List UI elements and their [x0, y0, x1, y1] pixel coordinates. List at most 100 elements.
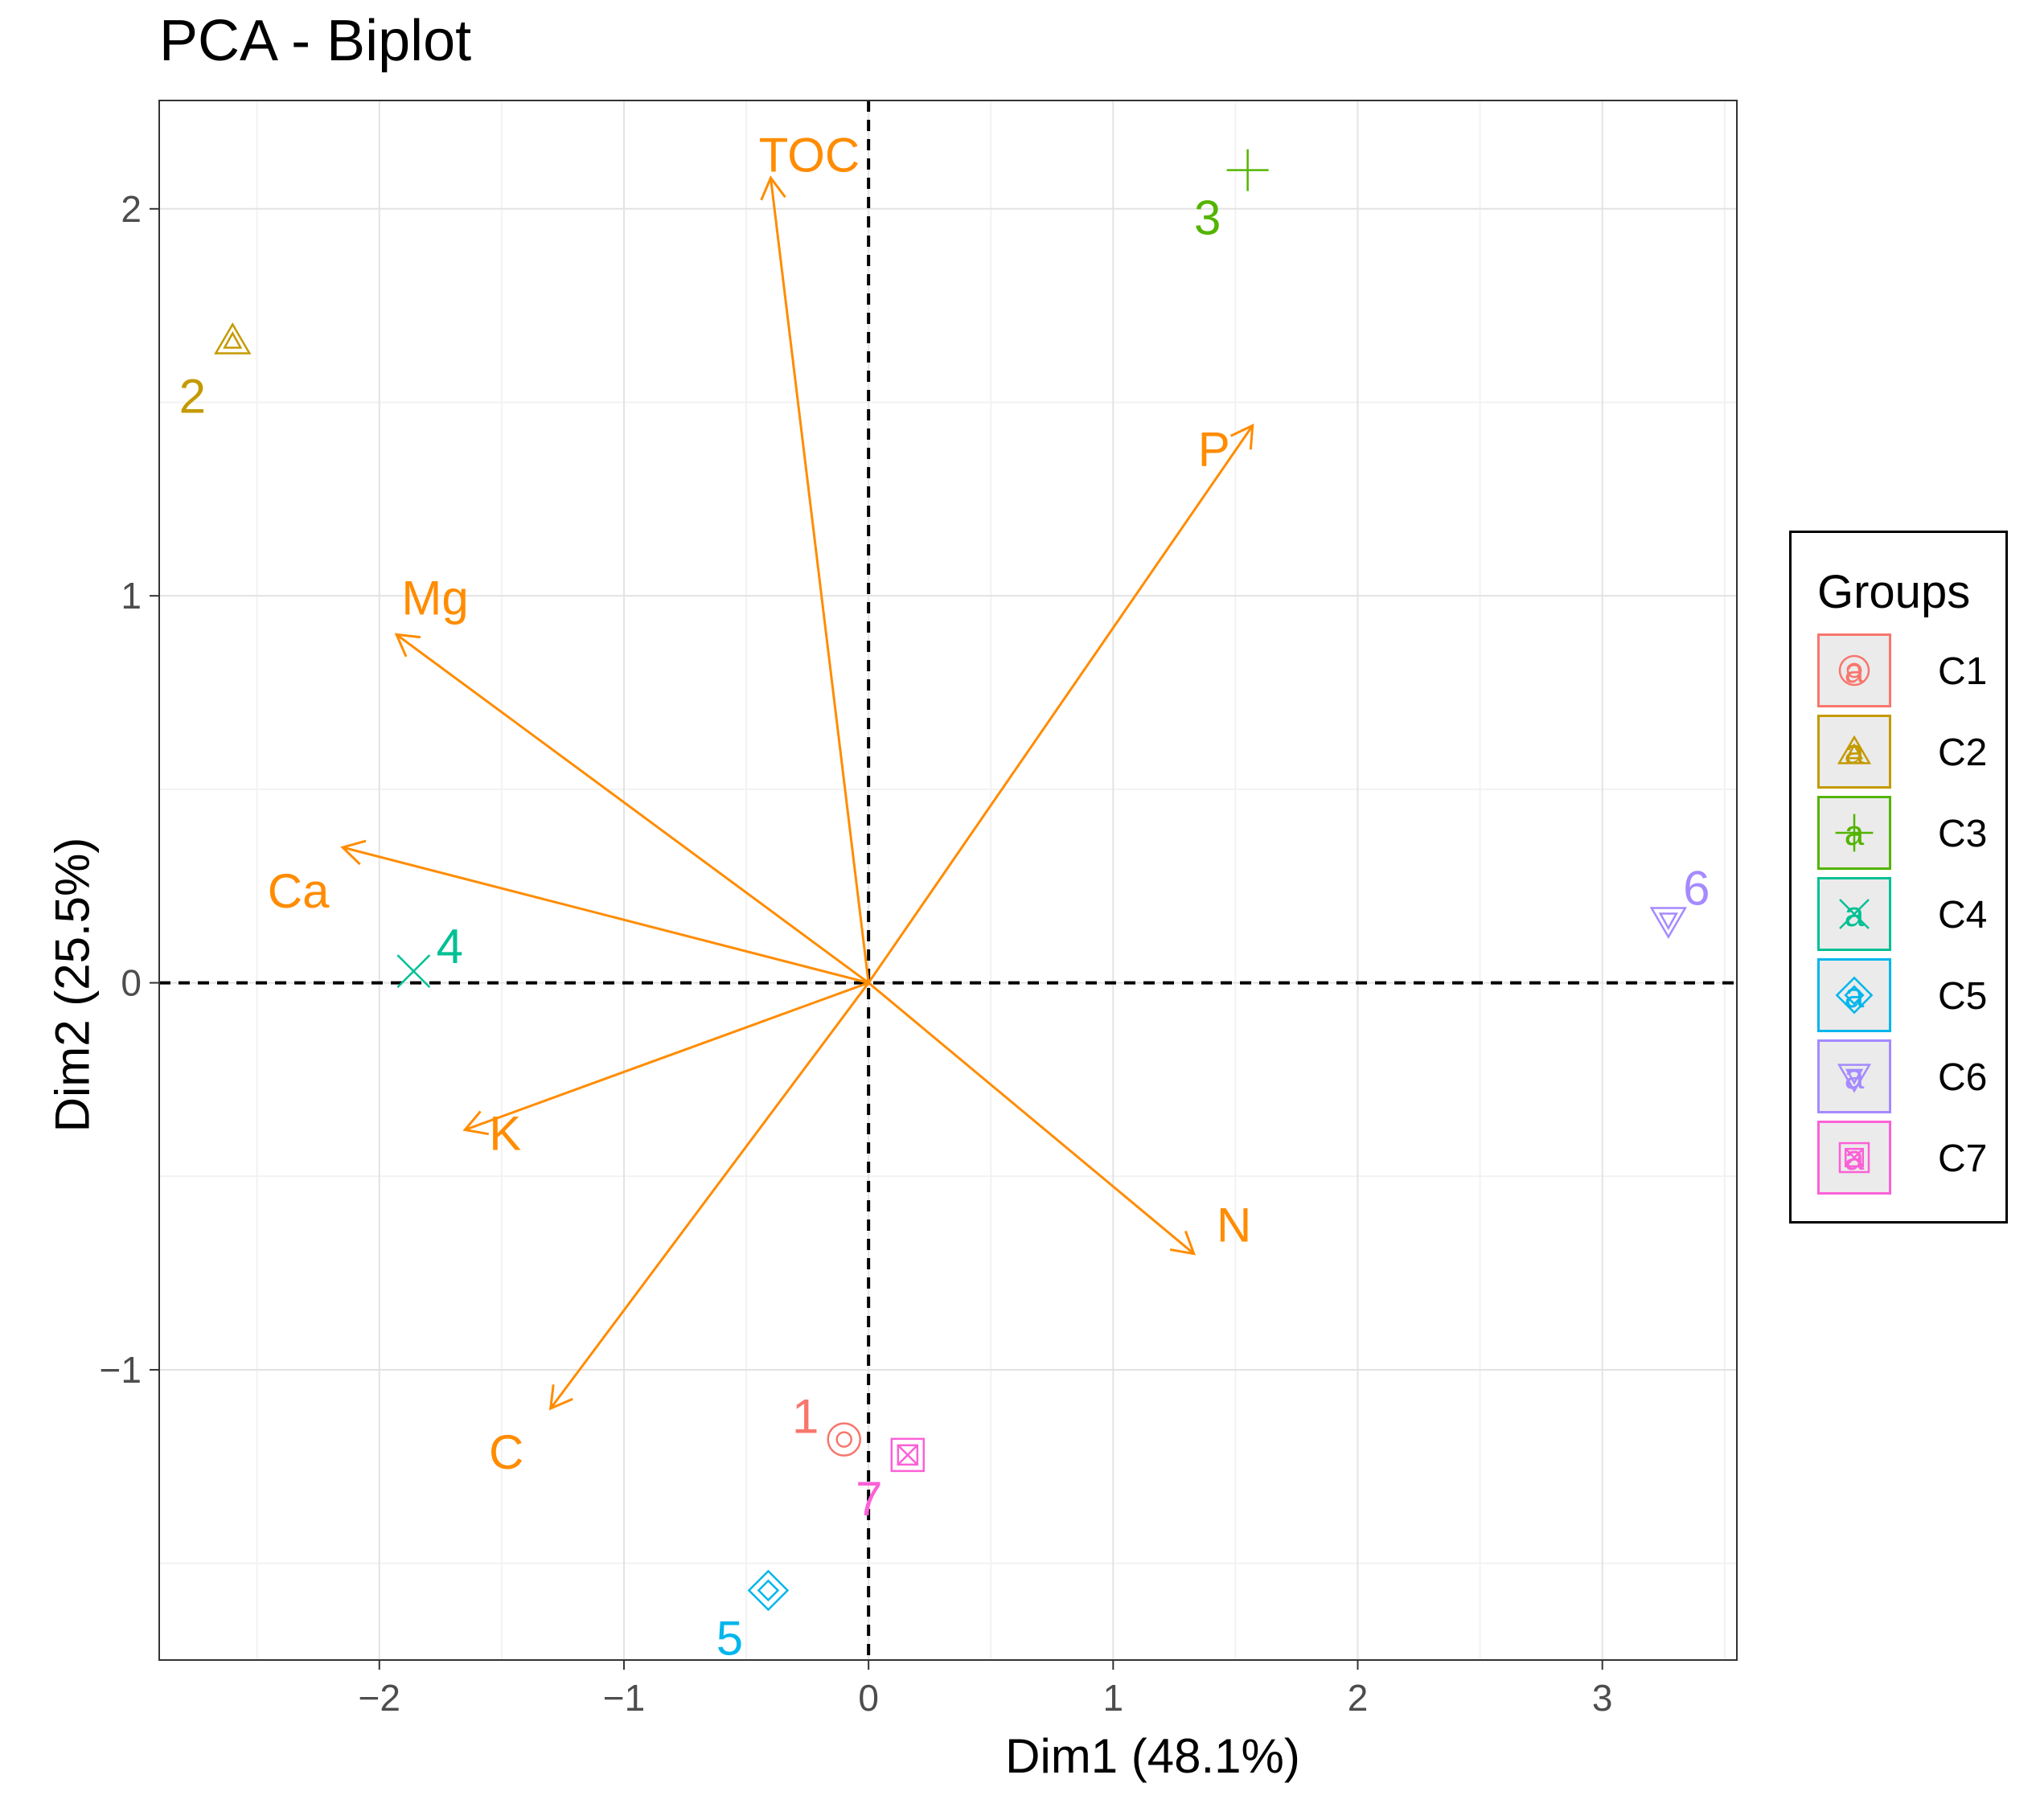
legend-glyph: a [1845, 814, 1865, 853]
legend-key-symbol: a [1839, 895, 1870, 934]
variable-label-mg: Mg [401, 571, 468, 625]
variable-label-toc: TOC [759, 128, 860, 182]
point-label-3: 3 [1194, 191, 1221, 245]
arrow-c [549, 982, 870, 1409]
x-tick-label: 0 [858, 1677, 879, 1719]
legend-key-symbol: a [1837, 1057, 1872, 1097]
major-gridlines [159, 100, 1737, 1660]
point-label-7: 7 [856, 1472, 882, 1526]
legend-label: C2 [1938, 732, 1988, 774]
point-3 [1226, 149, 1269, 191]
chart-title: PCA - Biplot [159, 9, 472, 73]
legend-label: C5 [1938, 975, 1988, 1018]
legend-label: C7 [1938, 1138, 1988, 1180]
legend-glyph: a [1845, 651, 1865, 691]
legend-key: a [1817, 877, 1891, 951]
arrowhead-c [548, 1384, 573, 1411]
arrowhead-toc [760, 175, 786, 201]
legend-shape [1837, 735, 1872, 764]
legend-key-symbol: a [1837, 732, 1872, 772]
y-tick-label: −1 [100, 1349, 142, 1391]
point-label-5: 5 [716, 1611, 743, 1665]
arrowhead-n [1169, 1230, 1197, 1256]
point-2 [214, 322, 252, 355]
legend-key: a [1817, 796, 1891, 870]
legend: Groups a C1 a C2 a C3 a C4 a C5 a C6 a C7 [1789, 531, 2008, 1224]
point-label-6: 6 [1683, 862, 1710, 916]
y-tick-label: 0 [121, 962, 142, 1004]
y-axis-label: Dim2 (25.5%) [45, 837, 100, 1133]
x-tick-label: 1 [1103, 1677, 1124, 1719]
legend-shape [1835, 976, 1874, 1015]
legend-label: C4 [1938, 894, 1988, 937]
minor-gridlines [159, 100, 1737, 1660]
point-4 [396, 954, 431, 989]
legend-key: a [1817, 958, 1891, 1032]
legend-shape [1835, 814, 1874, 852]
legend-shape [1838, 654, 1870, 687]
legend-item-c3: a C3 [1817, 796, 2002, 876]
x-tick-label: 3 [1592, 1677, 1613, 1719]
arrowhead-k [462, 1110, 490, 1136]
point-1 [827, 1422, 861, 1457]
individual-points: 1 2 3 4 5 6 7 [179, 149, 1710, 1665]
legend-key-symbol: a [1838, 651, 1870, 691]
legend-key: a [1817, 1121, 1891, 1195]
variable-label-p: P [1198, 422, 1230, 476]
arrow-ca [342, 846, 869, 985]
axis-ticks: −2 −1 0 1 2 3 −1 0 1 2 [100, 188, 1613, 1719]
legend-glyph: a [1845, 732, 1865, 772]
legend-glyph: a [1845, 895, 1865, 934]
x-axis-label: Dim1 (48.1%) [1005, 1729, 1300, 1783]
legend-shape [1837, 1064, 1872, 1093]
y-tick-label: 2 [121, 188, 142, 230]
legend-glyph: a [1845, 976, 1865, 1015]
legend-key-symbol: a [1835, 976, 1874, 1015]
point-label-2: 2 [179, 369, 206, 423]
point-5 [747, 1569, 790, 1612]
legend-item-c2: a C2 [1817, 715, 2002, 795]
variable-label-ca: Ca [268, 864, 330, 918]
point-7 [890, 1437, 926, 1473]
point-label-4: 4 [437, 920, 463, 974]
point-6 [1649, 907, 1688, 940]
legend-label: C3 [1938, 813, 1988, 855]
arrow-toc [769, 178, 870, 983]
x-tick-label: 2 [1348, 1677, 1369, 1719]
legend-item-c1: a C1 [1817, 633, 2002, 714]
arrowhead-p [1229, 423, 1254, 450]
legend-key: a [1817, 1039, 1891, 1113]
legend-title: Groups [1817, 566, 1971, 618]
arrow-n [868, 982, 1195, 1255]
legend-item-c6: a C6 [1817, 1039, 2002, 1120]
variable-label-k: K [489, 1106, 521, 1160]
legend-label: C1 [1938, 650, 1988, 693]
legend-item-c7: a C7 [1817, 1121, 2002, 1201]
arrow-k [464, 982, 869, 1131]
legend-shape [1839, 899, 1870, 929]
variable-label-n: N [1217, 1199, 1251, 1252]
point-label-1: 1 [792, 1390, 819, 1444]
x-tick-label: −2 [359, 1677, 400, 1719]
legend-label: C6 [1938, 1056, 1988, 1099]
y-tick-label: 1 [121, 575, 142, 617]
arrow-p [867, 424, 1254, 984]
arrow-mg [396, 633, 870, 984]
x-tick-label: −1 [603, 1677, 645, 1719]
legend-key: a [1817, 633, 1891, 707]
reference-lines [159, 100, 1737, 1660]
legend-glyph: a [1845, 1138, 1865, 1178]
arrowhead-mg [394, 633, 421, 658]
x-axis-label-wrap: Dim1 (48.1%) [0, 1728, 2036, 1784]
legend-item-c5: a C5 [1817, 958, 2002, 1039]
arrowhead-ca [340, 839, 367, 866]
legend-shape [1838, 1142, 1870, 1174]
legend-key-symbol: a [1835, 814, 1874, 853]
legend-glyph: a [1845, 1057, 1865, 1097]
variable-label-c: C [489, 1425, 523, 1479]
panel-border [158, 100, 1738, 1661]
legend-key: a [1817, 715, 1891, 789]
variable-arrows: TOC P Mg Ca K C N [268, 128, 1254, 1479]
legend-item-c4: a C4 [1817, 877, 2002, 957]
